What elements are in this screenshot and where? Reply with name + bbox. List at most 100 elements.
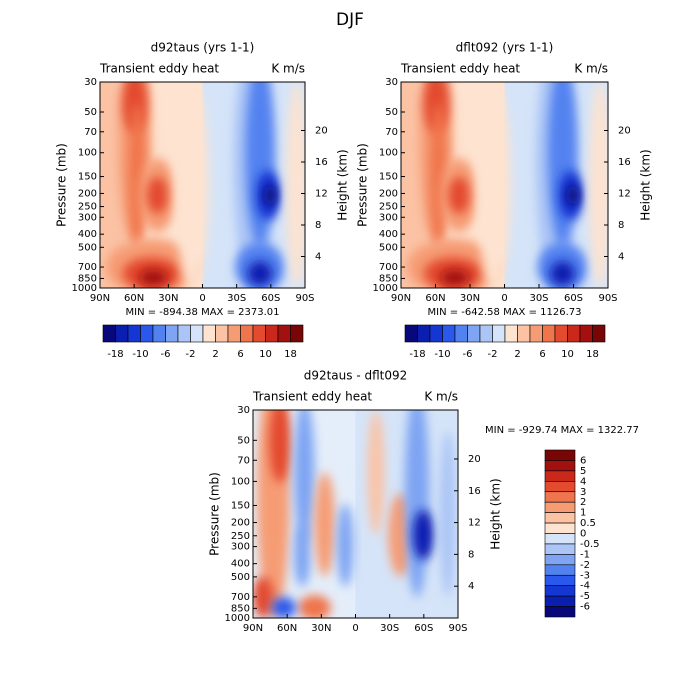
y-tick-label: 300 <box>379 212 398 223</box>
colorbar-box <box>544 533 576 545</box>
colorbar-label: -5 <box>580 591 590 602</box>
right-label: K m/s <box>271 62 305 76</box>
y-tick-label: 100 <box>379 148 398 159</box>
x-tick-label: 30N <box>158 293 178 304</box>
colorbar-label: -4 <box>580 581 590 592</box>
y-tick-label: 200 <box>231 518 250 529</box>
x-tick-label: 30S <box>380 623 399 634</box>
y2-tick-label: 16 <box>618 157 631 168</box>
y2-tick-label: 4 <box>468 581 474 592</box>
contour-blob <box>367 410 385 535</box>
contour-blob <box>589 82 608 288</box>
contour-field <box>253 410 458 618</box>
colorbar-label: -10 <box>132 349 148 360</box>
y-tick-label: 1000 <box>373 283 398 294</box>
left-label: Transient eddy heat <box>400 62 520 76</box>
contour-blob <box>412 509 434 560</box>
contour-blob <box>477 82 511 288</box>
x-tick-label: 90N <box>243 623 263 634</box>
colorbar-label: -6 <box>161 349 171 360</box>
colorbar-box <box>467 324 481 343</box>
colorbar-box <box>290 324 304 343</box>
y-tick-label: 250 <box>231 531 250 542</box>
x-tick-label: 90S <box>598 293 617 304</box>
colorbar-box <box>544 543 576 555</box>
colorbar-label: 10 <box>259 349 272 360</box>
colorbar-label: 18 <box>284 349 297 360</box>
colorbar-label: 4 <box>580 476 586 487</box>
y-tick-label: 200 <box>379 188 398 199</box>
y-axis-label: Pressure (mb) <box>55 143 69 227</box>
colorbar-box <box>404 324 418 343</box>
y2-tick-label: 8 <box>315 220 321 231</box>
stats: MIN = -929.74 MAX = 1322.77 <box>485 425 639 436</box>
y-tick-label: 850 <box>231 603 250 614</box>
y-tick-label: 400 <box>78 229 97 240</box>
y-tick-label: 150 <box>78 172 97 183</box>
colorbar-box <box>529 324 543 343</box>
colorbar-box <box>102 324 116 343</box>
y-tick-label: 400 <box>231 559 250 570</box>
x-tick-label: 0 <box>199 293 205 304</box>
y-tick-label: 500 <box>78 242 97 253</box>
y-tick-label: 400 <box>379 229 398 240</box>
contour-blob <box>404 410 430 598</box>
y2-axis-label: Height (km) <box>489 478 503 549</box>
contour-blob <box>247 261 273 286</box>
x-tick-label: 90S <box>295 293 314 304</box>
colorbar-box <box>202 324 216 343</box>
y2-tick-label: 8 <box>618 220 624 231</box>
y-tick-label: 1000 <box>225 613 250 624</box>
x-tick-label: 90N <box>90 293 110 304</box>
stats: MIN = -894.38 MAX = 2373.01 <box>126 307 280 318</box>
contour-blob <box>440 269 470 286</box>
contour-blob <box>175 82 209 288</box>
colorbar-box <box>554 324 568 343</box>
y-tick-label: 250 <box>78 202 97 213</box>
left-label: Transient eddy heat <box>99 62 219 76</box>
x-tick-label: 30N <box>311 623 331 634</box>
colorbar-box <box>542 324 556 343</box>
colorbar-label: -6 <box>463 349 473 360</box>
colorbar-box <box>544 449 576 461</box>
y-tick-label: 70 <box>385 127 398 138</box>
colorbar-label: -2 <box>488 349 498 360</box>
colorbar-box <box>127 324 141 343</box>
colorbar-label: 6 <box>237 349 243 360</box>
colorbar-box <box>152 324 166 343</box>
contour-blob <box>253 576 274 618</box>
colorbar-box <box>544 554 576 566</box>
y-tick-label: 150 <box>231 500 250 511</box>
contour-field <box>401 82 608 288</box>
colorbar-box <box>190 324 204 343</box>
y2-tick-label: 20 <box>468 454 481 465</box>
colorbar-box <box>579 324 593 343</box>
colorbar-box <box>544 470 576 482</box>
colorbar-label: 2 <box>212 349 218 360</box>
colorbar-box <box>544 512 576 524</box>
contour-blob <box>566 185 580 206</box>
x-tick-label: 90S <box>448 623 467 634</box>
panel-title: dflt092 (yrs 1-1) <box>456 41 554 55</box>
y-tick-label: 50 <box>237 435 250 446</box>
colorbar-box <box>544 491 576 503</box>
y-tick-label: 700 <box>379 262 398 273</box>
contour-blob <box>294 410 315 546</box>
y-tick-label: 30 <box>237 405 250 416</box>
colorbar-label: -2 <box>580 560 590 571</box>
x-tick-label: 60N <box>277 623 297 634</box>
y2-tick-label: 12 <box>315 189 328 200</box>
colorbar-label: 2 <box>580 497 586 508</box>
y-tick-label: 50 <box>84 107 97 118</box>
colorbar-box <box>240 324 254 343</box>
contour-blob <box>271 597 297 618</box>
colorbar-box <box>479 324 493 343</box>
y2-tick-label: 12 <box>468 518 481 529</box>
y-tick-label: 700 <box>231 592 250 603</box>
colorbar-label: -18 <box>107 349 123 360</box>
colorbar-box <box>544 574 576 586</box>
contour-field <box>100 82 305 288</box>
x-tick-label: 0 <box>501 293 507 304</box>
